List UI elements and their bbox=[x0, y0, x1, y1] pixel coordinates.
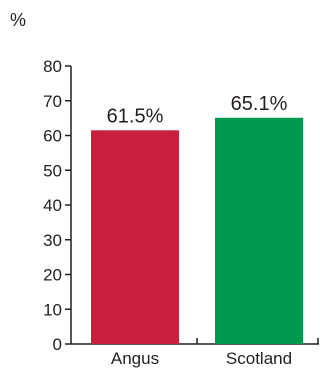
y-tick-label: 80 bbox=[43, 57, 62, 76]
y-tick-label: 30 bbox=[43, 231, 62, 250]
category-label-scotland: Scotland bbox=[226, 349, 292, 368]
bar-scotland bbox=[215, 117, 303, 344]
y-tick-label: 50 bbox=[43, 161, 62, 180]
y-tick-label: 40 bbox=[43, 196, 62, 215]
y-tick-label: 70 bbox=[43, 92, 62, 111]
y-tick-label: 0 bbox=[53, 335, 62, 354]
y-axis-ticks: 0 10 20 30 40 50 60 70 80 bbox=[43, 57, 319, 354]
category-labels: Angus Scotland bbox=[111, 349, 292, 368]
data-labels: 61.5% 65.1% bbox=[107, 93, 288, 128]
bars bbox=[91, 117, 303, 344]
y-tick-label: 20 bbox=[43, 266, 62, 285]
y-tick-label: 10 bbox=[43, 300, 62, 319]
data-label-angus: 61.5% bbox=[107, 105, 164, 127]
y-axis-unit-label: % bbox=[10, 10, 26, 30]
data-label-scotland: 65.1% bbox=[231, 93, 288, 115]
y-tick-label: 60 bbox=[43, 127, 62, 146]
bar-angus bbox=[91, 130, 179, 344]
category-label-angus: Angus bbox=[111, 349, 159, 368]
